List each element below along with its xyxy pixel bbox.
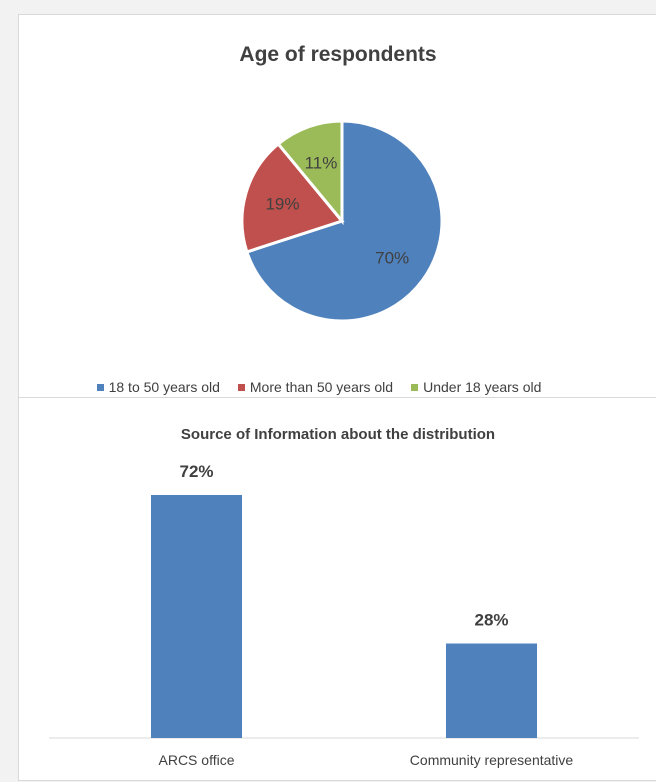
bar bbox=[151, 495, 242, 738]
pie-chart-title: Age of respondents bbox=[239, 43, 437, 66]
x-tick-label: Community representative bbox=[410, 752, 574, 768]
pie-slice bbox=[276, 119, 344, 226]
legend-swatch bbox=[237, 383, 245, 391]
legend-swatch bbox=[96, 383, 104, 391]
legend-label: 18 to 50 years old bbox=[108, 379, 220, 395]
bar bbox=[446, 643, 537, 738]
pie-slice-label: 70% bbox=[375, 248, 409, 267]
pie-slice-label: 11% bbox=[305, 154, 338, 173]
legend-label: Under 18 years old bbox=[423, 379, 542, 395]
source-chart-panel: Source of Information about the distribu… bbox=[18, 397, 656, 781]
pie-chart: 70% 19% 11% bbox=[240, 119, 444, 323]
bar-chart-title: Source of Information about the distribu… bbox=[180, 426, 496, 443]
legend-item: Under 18 years old bbox=[411, 379, 541, 395]
legend-swatch bbox=[411, 383, 419, 391]
age-chart-panel: Age of respondents 70% 19% 11% 18 to 50 ye… bbox=[18, 14, 656, 398]
pie-slice bbox=[240, 141, 345, 254]
bar-chart: 72% ARCS office 28% Community representativ… bbox=[49, 462, 639, 768]
x-tick-label: ARCS office bbox=[159, 752, 235, 768]
legend-label: More than 50 years old bbox=[249, 379, 394, 395]
pie-slice bbox=[245, 119, 444, 323]
bar-data-label: 72% bbox=[179, 462, 213, 481]
legend-item: More than 50 years old bbox=[237, 379, 394, 395]
bar-data-label: 28% bbox=[474, 611, 508, 630]
legend-item: 18 to 50 years old bbox=[96, 379, 220, 395]
pie-slice-label: 19% bbox=[265, 195, 299, 214]
pie-legend: 18 to 50 years old More than 50 years old… bbox=[19, 379, 619, 395]
